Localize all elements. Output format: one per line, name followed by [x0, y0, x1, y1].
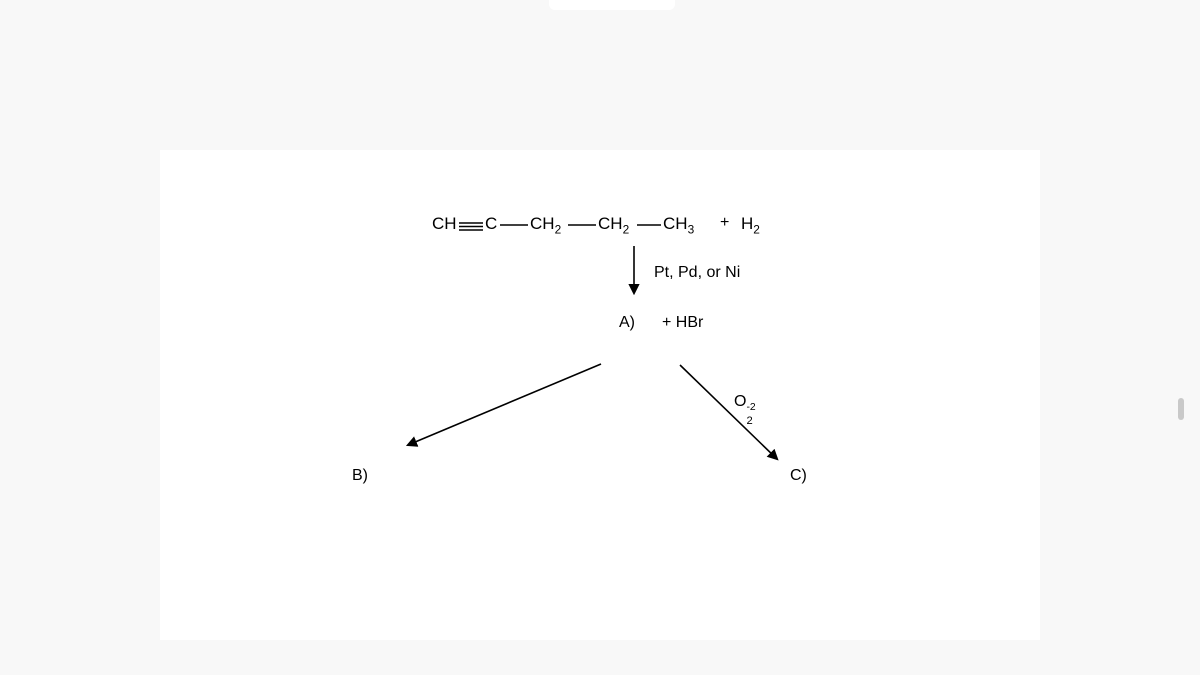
peroxide-label: O-22 — [734, 393, 758, 411]
formula-ch2-a-base: CH — [530, 214, 555, 233]
formula-ch3-base: CH — [663, 214, 688, 233]
arrow-right — [680, 365, 777, 459]
peroxide-base: O — [734, 393, 746, 410]
formula-ch2-b: CH2 — [598, 214, 629, 236]
bond-single-icon — [637, 224, 661, 226]
formula-ch3-sub: 3 — [688, 222, 695, 236]
formula-h2-base: H — [741, 214, 753, 233]
product-a-label: A) — [619, 314, 635, 332]
hbr-text: HBr — [676, 314, 704, 331]
formula-ch2-b-sub: 2 — [623, 222, 630, 236]
formula-ch: CH — [432, 214, 457, 234]
reaction-diagram: CH C CH2 CH2 CH3 + H2 Pt, Pd, or Ni A) — [0, 0, 1200, 675]
reaction-arrows — [0, 0, 1200, 675]
catalyst-label: Pt, Pd, or Ni — [654, 264, 740, 282]
formula-ch3: CH3 — [663, 214, 694, 236]
peroxide-sup: -2 — [746, 402, 755, 413]
bond-single-icon — [500, 224, 528, 226]
formula-h2-sub: 2 — [753, 222, 760, 236]
product-b-label: B) — [352, 467, 368, 485]
scrollbar-thumb[interactable] — [1178, 398, 1184, 420]
bond-triple-icon — [459, 222, 483, 231]
peroxide-sub: 2 — [746, 415, 752, 427]
plus-sign: + — [720, 214, 729, 232]
formula-ch2-a-sub: 2 — [555, 222, 562, 236]
bond-single-icon — [568, 224, 596, 226]
formula-ch2-b-base: CH — [598, 214, 623, 233]
formula-c: C — [485, 214, 497, 234]
hbr-prefix: + — [662, 314, 676, 331]
formula-h2: H2 — [741, 214, 760, 236]
arrow-left — [408, 364, 601, 445]
formula-ch2-a: CH2 — [530, 214, 561, 236]
product-c-label: C) — [790, 467, 807, 485]
reagent-hbr: + HBr — [662, 314, 703, 332]
